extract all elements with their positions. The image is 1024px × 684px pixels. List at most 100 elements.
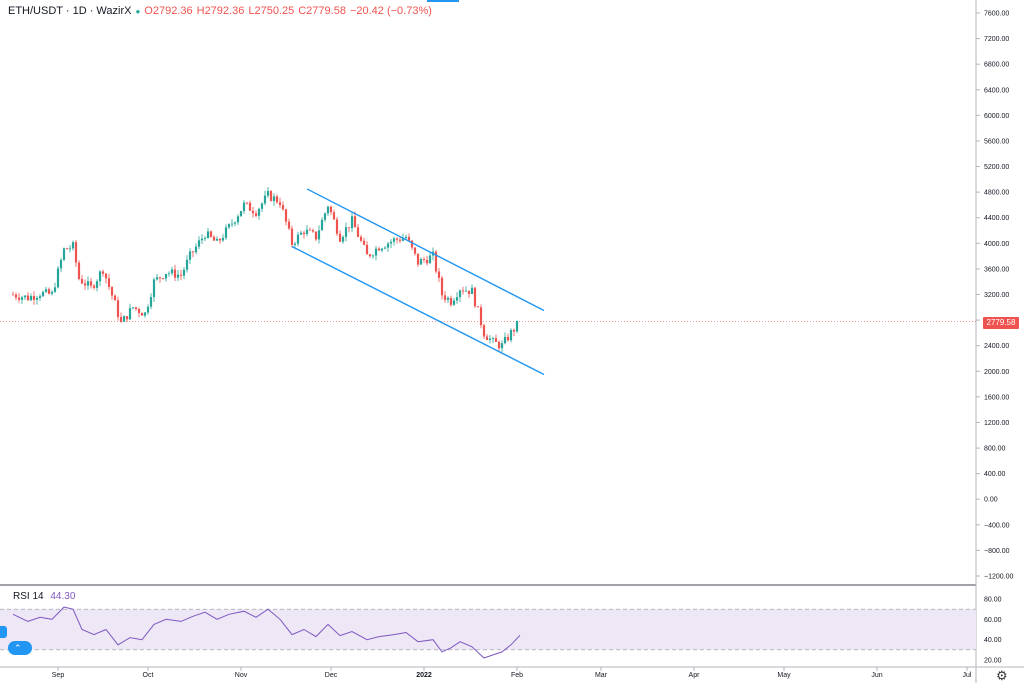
candle-body [506,336,510,341]
candle-body [179,274,183,276]
rsi-legend[interactable]: RSI 14 44.30 [13,591,75,602]
candle-body [326,206,330,214]
price-tick-label: 7200.00 [984,36,1009,43]
candle-body [410,240,414,248]
candle-body [80,278,84,284]
candle-body [317,230,321,240]
candle-body [95,281,99,288]
candle-body [266,191,270,196]
candle-body [164,273,168,279]
candle-body [230,223,234,225]
symbol-title[interactable]: ETH/USDT · 1D · WazirX [8,5,132,17]
rsi-tick-label: 60.00 [984,617,1002,624]
candle-body [170,269,174,274]
candle-body [308,229,312,231]
time-tick-label: Jun [871,672,882,679]
market-status-icon: ● [135,6,141,16]
candle-body [14,294,18,298]
candle-body [311,230,315,232]
candle-body [425,259,429,264]
price-tick-label: −400.00 [984,522,1010,529]
candle-body [281,205,285,210]
candle-body [155,277,159,280]
candle-body [128,308,132,320]
candle-body [275,196,279,203]
candle-body [434,251,438,272]
candle-body [143,312,147,316]
candle-body [161,278,165,280]
candle-body [191,251,195,253]
candle-body [188,251,192,260]
gear-icon[interactable]: ⚙ [996,668,1008,683]
candle-body [428,255,432,264]
candle-body [500,343,504,349]
candle-body [377,248,381,251]
candle-body [323,213,327,220]
rsi-tick-label: 40.00 [984,637,1002,644]
candle-body [29,295,33,301]
time-tick-label: Feb [511,672,523,679]
candle-body [443,295,447,300]
candle-body [371,255,375,257]
side-panel-toggle[interactable] [0,626,7,638]
time-tick-label: Oct [143,672,154,679]
price-tick-label: 7600.00 [984,11,1009,18]
candle-body [479,307,483,326]
time-tick-label: Apr [689,672,701,679]
candle-body [338,233,342,242]
candle-body [404,236,408,239]
rsi-band [0,609,976,650]
candle-body [401,238,405,241]
candle-body [98,271,102,282]
candle-body [218,238,222,241]
candle-body [92,285,96,288]
candle-body [461,290,465,292]
price-tick-label: 4400.00 [984,215,1009,222]
candle-body [41,291,45,297]
rsi-name: RSI 14 [13,591,44,602]
candle-body [227,224,231,228]
candle-body [11,294,15,296]
candle-body [419,259,423,265]
candle-body [20,297,24,300]
candle-body [125,316,129,320]
candle-body [509,330,513,341]
candle-body [248,202,252,211]
candle-body [224,227,228,238]
candle-body [290,228,294,245]
candle-body [182,269,186,276]
candle-body [368,254,372,257]
candle-body [197,240,201,247]
candle-body [104,273,108,279]
candle-body [239,211,243,217]
candle-body [395,238,399,240]
candle-body [329,206,333,213]
candle-body [305,229,309,234]
candle-body [392,238,396,242]
candle-body [515,320,519,332]
price-tick-label: −800.00 [984,548,1010,555]
symbol-legend: ETH/USDT · 1D · WazirX ● O2792.36 H2792.… [8,5,432,17]
price-tick-label: 5200.00 [984,164,1009,171]
candle-body [494,338,498,342]
candle-body [242,202,246,212]
tradingview-logo-icon[interactable]: ⌃ [8,641,32,655]
candle-body [254,213,258,216]
candle-body [215,238,219,241]
candle-body [263,195,267,204]
open-value: O2792.36 [144,5,193,17]
candle-body [137,309,141,314]
candle-body [407,236,411,241]
candle-body [26,295,30,301]
candle-body [398,239,402,241]
candle-body [35,297,39,300]
rsi-value: 44.30 [50,591,76,602]
candle-body [356,227,360,237]
candle-body [101,271,105,274]
candle-body [488,338,492,340]
candle-body [251,210,255,214]
channel-upper-line [306,188,545,312]
candle-body [140,313,144,316]
candle-body [236,216,240,223]
